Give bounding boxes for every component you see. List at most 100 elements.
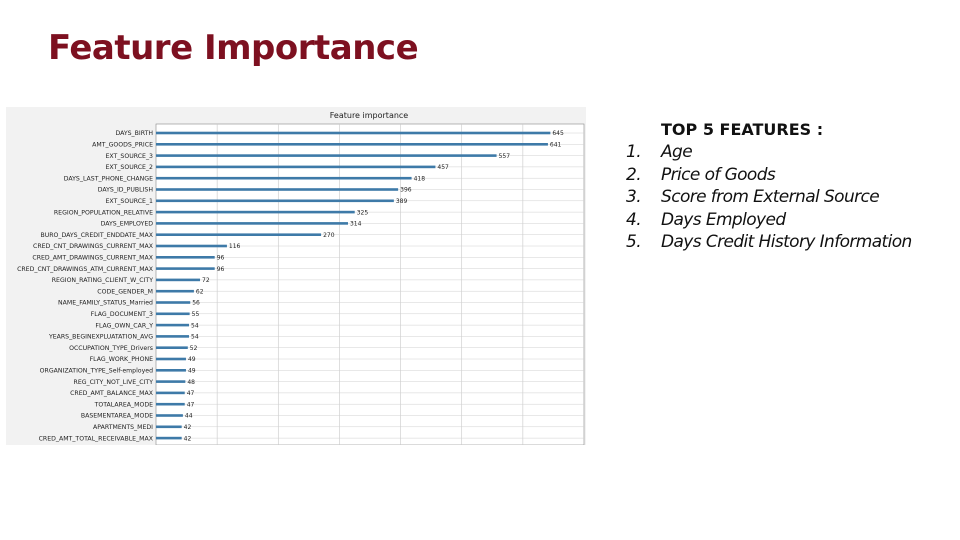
value-label: 56: [192, 300, 200, 307]
category-label: DAYS_LAST_PHONE_CHANGE: [64, 175, 153, 182]
item-number: 3.: [626, 187, 642, 207]
category-label: APARTMENTS_MEDI: [93, 424, 153, 431]
bar: [156, 414, 183, 417]
category-label: CRED_AMT_BALANCE_MAX: [70, 390, 154, 397]
category-label: DAYS_ID_PUBLISH: [98, 187, 154, 194]
item-label: Days Credit History Information: [661, 232, 912, 252]
top-features-list: 1. Age 2. Price of Goods 3. Score from Exte…: [626, 141, 956, 254]
bar: [156, 323, 190, 327]
value-label: 418: [414, 175, 426, 182]
bar: [156, 176, 412, 180]
category-label: BASEMENTAREA_MODE: [81, 413, 153, 420]
bar: [156, 244, 227, 248]
category-label: OCCUPATION_TYPE_Drivers: [69, 345, 153, 352]
value-label: 72: [202, 277, 210, 284]
value-label: 641: [550, 142, 562, 149]
bar: [156, 391, 185, 395]
chart-title: Feature importance: [330, 111, 409, 120]
category-label: REG_CITY_NOT_LIVE_CITY: [74, 379, 154, 386]
value-label: 55: [192, 311, 200, 318]
bar: [156, 256, 215, 259]
bar: [156, 380, 186, 383]
bar: [156, 312, 190, 316]
category-label: ORGANIZATION_TYPE_Self-employed: [40, 368, 153, 375]
item-number: 5.: [626, 232, 642, 252]
bar: [156, 278, 201, 282]
slide-title: Feature Importance: [48, 28, 419, 68]
bar: [156, 369, 186, 372]
bar: [156, 289, 194, 293]
bars: [156, 131, 551, 440]
category-label: DAYS_BIRTH: [115, 130, 153, 137]
value-label: 557: [499, 153, 511, 160]
value-label: 396: [400, 187, 412, 194]
bar: [156, 188, 399, 191]
item-label: Price of Goods: [661, 164, 776, 185]
bar: [156, 436, 182, 440]
category-label: EXT_SOURCE_3: [106, 153, 154, 160]
category-label: FLAG_DOCUMENT_3: [91, 311, 153, 318]
category-label: CODE_GENDER_M: [97, 288, 153, 295]
item-label: Score from External Source: [661, 187, 880, 207]
bar: [156, 335, 190, 338]
top-features-panel: TOP 5 FEATURES : 1. Age 2. Price of Goods …: [626, 119, 956, 254]
value-label: 270: [323, 232, 335, 239]
feature-importance-chart: Feature importance DAYS_BIRTH AMT_GOODS_P…: [6, 107, 586, 445]
value-label: 96: [217, 255, 225, 262]
list-item: 1. Age: [626, 141, 956, 164]
value-label: 54: [191, 322, 199, 329]
item-number: 4.: [626, 209, 642, 230]
value-label: 49: [188, 368, 196, 375]
chart-svg: Feature importance DAYS_BIRTH AMT_GOODS_P…: [17, 111, 585, 445]
category-label: EXT_SOURCE_1: [106, 198, 154, 205]
category-label: BURO_DAYS_CREDIT_ENDDATE_MAX: [40, 232, 153, 239]
category-label: CRED_CNT_DRAWINGS_CURRENT_MAX: [33, 243, 154, 250]
category-label: YEARS_BEGINEXPLUATATION_AVG: [48, 334, 153, 341]
category-label: CRED_CNT_DRAWINGS_ATM_CURRENT_MAX: [17, 266, 154, 273]
value-label: 48: [187, 379, 195, 386]
plot-area: [155, 123, 585, 445]
top-features-heading: TOP 5 FEATURES :: [661, 120, 824, 139]
category-label: TOTALAREA_MODE: [94, 401, 154, 408]
bar: [156, 357, 186, 361]
bar: [156, 267, 215, 270]
value-label: 44: [185, 413, 193, 420]
value-label: 47: [187, 401, 195, 408]
value-label: 389: [396, 198, 408, 205]
value-label: 325: [357, 209, 369, 216]
bar: [156, 131, 551, 135]
category-label: AMT_GOODS_PRICE: [92, 142, 153, 149]
value-label: 62: [196, 288, 204, 295]
category-label: EXT_SOURCE_2: [106, 164, 154, 171]
bar: [156, 143, 548, 146]
category-labels: DAYS_BIRTH AMT_GOODS_PRICE EXT_SOURCE_3 EXT…: [17, 130, 154, 442]
list-item: 2. Price of Goods: [626, 164, 956, 187]
value-label: 116: [229, 243, 241, 250]
value-label: 52: [190, 345, 198, 352]
category-label: NAME_FAMILY_STATUS_Married: [58, 300, 153, 307]
value-label: 47: [187, 390, 195, 397]
list-item: 4. Days Employed: [626, 209, 956, 232]
category-label: DAYS_EMPLOYED: [101, 221, 154, 228]
value-label: 457: [437, 164, 449, 171]
category-label: CRED_AMT_DRAWINGS_CURRENT_MAX: [32, 255, 153, 262]
bar: [156, 199, 394, 203]
category-label: FLAG_WORK_PHONE: [90, 356, 153, 363]
bar: [156, 165, 436, 169]
bar: [156, 425, 182, 429]
bar: [156, 233, 322, 236]
bar: [156, 154, 497, 157]
value-label: 42: [184, 424, 192, 431]
bar: [156, 402, 185, 406]
value-label: 645: [552, 130, 564, 137]
bar: [156, 222, 348, 225]
item-number: 1.: [626, 142, 642, 162]
item-label: Days Employed: [661, 209, 786, 230]
value-label: 96: [217, 266, 225, 273]
item-number: 2.: [626, 164, 642, 185]
category-label: REGION_POPULATION_RELATIVE: [54, 209, 153, 216]
category-label: FLAG_OWN_CAR_Y: [95, 322, 153, 329]
bar: [156, 346, 188, 349]
value-label: 314: [350, 221, 362, 228]
